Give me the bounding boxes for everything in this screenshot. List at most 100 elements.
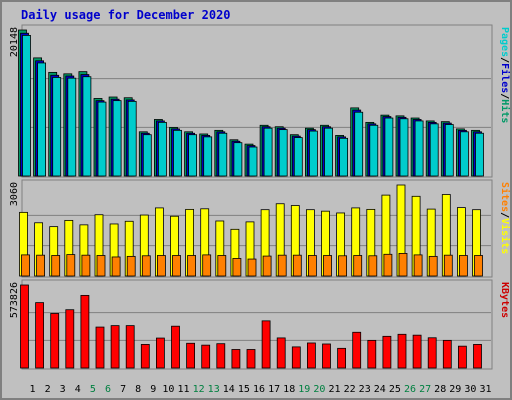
bar-middle-sites-5 bbox=[81, 254, 91, 277]
bar-top-pages-7 bbox=[112, 100, 122, 177]
series-label-part: Visits bbox=[499, 218, 510, 254]
bar-bottom-kbytes-25 bbox=[382, 335, 392, 369]
bar-middle-sites-7 bbox=[111, 256, 121, 277]
x-tick-label-11: 11 bbox=[177, 384, 189, 395]
bar-middle-sites-6 bbox=[96, 255, 106, 277]
bar-top-pages-6 bbox=[97, 101, 107, 177]
bar-middle-sites-18 bbox=[277, 254, 287, 277]
x-tick-label-18: 18 bbox=[283, 384, 295, 395]
bar-middle-sites-29 bbox=[443, 254, 453, 277]
x-tick-label-8: 8 bbox=[135, 384, 141, 395]
bar-bottom-kbytes-21 bbox=[322, 343, 331, 369]
bar-bottom-kbytes-24 bbox=[367, 339, 377, 369]
bar-bottom-kbytes-28 bbox=[427, 337, 437, 369]
bar-top-pages-25 bbox=[384, 117, 394, 177]
bar-top-pages-1 bbox=[22, 35, 31, 177]
x-tick-label-28: 28 bbox=[434, 384, 446, 395]
x-tick-label-2: 2 bbox=[45, 384, 51, 395]
x-tick-label-24: 24 bbox=[374, 384, 386, 395]
bar-bottom-kbytes-15 bbox=[231, 349, 241, 369]
series-label-top: Pages/Files/Hits bbox=[499, 27, 510, 123]
bar-top-pages-26 bbox=[399, 118, 409, 177]
x-tick-label-14: 14 bbox=[223, 384, 235, 395]
x-tick-label-26: 26 bbox=[404, 384, 416, 395]
bar-bottom-kbytes-6 bbox=[95, 326, 105, 369]
bar-top-pages-16 bbox=[248, 146, 258, 177]
bar-top-pages-2 bbox=[37, 62, 46, 177]
ymax-label-middle: 3060 bbox=[9, 182, 20, 206]
ymax-label-top: 20148 bbox=[9, 27, 20, 57]
bar-middle-sites-19 bbox=[292, 254, 302, 277]
bar-top-pages-19 bbox=[293, 137, 303, 177]
bar-middle-sites-1 bbox=[21, 254, 30, 277]
bar-middle-sites-4 bbox=[66, 254, 76, 277]
bar-middle-sites-25 bbox=[383, 253, 393, 277]
series-label-part: / bbox=[499, 212, 510, 218]
series-label-bottom: KBytes bbox=[499, 282, 510, 318]
bar-middle-sites-15 bbox=[232, 258, 242, 277]
bar-bottom-kbytes-10 bbox=[155, 337, 165, 369]
bar-top-pages-28 bbox=[429, 123, 439, 177]
x-tick-label-4: 4 bbox=[75, 384, 81, 395]
bar-top-pages-9 bbox=[142, 134, 152, 177]
bar-bottom-kbytes-22 bbox=[337, 347, 347, 369]
x-tick-label-27: 27 bbox=[419, 384, 431, 395]
bar-middle-sites-3 bbox=[51, 255, 61, 277]
x-tick-label-5: 5 bbox=[90, 384, 96, 395]
x-tick-label-25: 25 bbox=[389, 384, 401, 395]
bar-top-pages-5 bbox=[82, 76, 92, 177]
bar-top-pages-30 bbox=[459, 131, 469, 177]
bar-middle-sites-21 bbox=[323, 255, 332, 277]
bar-middle-sites-13 bbox=[202, 254, 212, 277]
bar-bottom-kbytes-31 bbox=[473, 344, 482, 369]
series-label-part: KBytes bbox=[499, 282, 510, 318]
bar-top-pages-31 bbox=[475, 132, 484, 177]
series-label-part: Hits bbox=[499, 99, 510, 123]
bar-middle-sites-31 bbox=[474, 255, 483, 277]
x-tick-label-12: 12 bbox=[193, 384, 205, 395]
bar-bottom-kbytes-16 bbox=[246, 349, 256, 369]
bar-top-pages-3 bbox=[52, 77, 62, 177]
x-tick-label-22: 22 bbox=[344, 384, 356, 395]
bar-top-pages-13 bbox=[203, 136, 213, 177]
bar-bottom-kbytes-17 bbox=[261, 320, 271, 369]
series-label-part: Files bbox=[499, 63, 510, 93]
bar-top-pages-4 bbox=[67, 77, 77, 177]
bar-middle-sites-26 bbox=[398, 252, 408, 277]
bar-middle-sites-16 bbox=[247, 258, 257, 277]
bar-top-pages-23 bbox=[354, 111, 364, 177]
x-tick-label-1: 1 bbox=[29, 384, 35, 395]
bar-middle-sites-23 bbox=[353, 255, 363, 277]
bar-bottom-kbytes-2 bbox=[35, 302, 44, 369]
bar-bottom-kbytes-26 bbox=[397, 333, 407, 369]
bar-middle-sites-10 bbox=[156, 255, 166, 277]
x-tick-label-13: 13 bbox=[208, 384, 220, 395]
x-tick-label-29: 29 bbox=[449, 384, 461, 395]
bar-bottom-kbytes-19 bbox=[291, 346, 301, 369]
x-tick-label-17: 17 bbox=[268, 384, 280, 395]
bar-bottom-kbytes-5 bbox=[80, 294, 90, 369]
bar-top-pages-24 bbox=[369, 124, 379, 177]
bar-top-pages-11 bbox=[173, 129, 182, 177]
bar-bottom-kbytes-30 bbox=[457, 345, 467, 369]
bar-bottom-kbytes-8 bbox=[125, 325, 135, 369]
x-tick-label-16: 16 bbox=[253, 384, 265, 395]
bar-bottom-kbytes-29 bbox=[442, 339, 452, 369]
bar-bottom-kbytes-18 bbox=[276, 337, 286, 369]
bar-middle-sites-28 bbox=[428, 255, 438, 277]
bar-bottom-kbytes-13 bbox=[201, 344, 211, 369]
bar-bottom-kbytes-3 bbox=[50, 313, 60, 369]
bar-bottom-kbytes-27 bbox=[412, 334, 422, 369]
bar-middle-sites-8 bbox=[126, 255, 136, 277]
x-tick-label-7: 7 bbox=[120, 384, 126, 395]
x-tick-label-10: 10 bbox=[162, 384, 174, 395]
bar-top-pages-20 bbox=[308, 130, 318, 177]
bar-top-pages-17 bbox=[263, 127, 273, 177]
bar-bottom-kbytes-4 bbox=[65, 309, 75, 369]
bar-top-pages-14 bbox=[218, 132, 228, 177]
bar-top-pages-8 bbox=[127, 100, 137, 177]
x-tick-label-19: 19 bbox=[298, 384, 310, 395]
x-tick-label-6: 6 bbox=[105, 384, 111, 395]
x-tick-label-30: 30 bbox=[464, 384, 476, 395]
